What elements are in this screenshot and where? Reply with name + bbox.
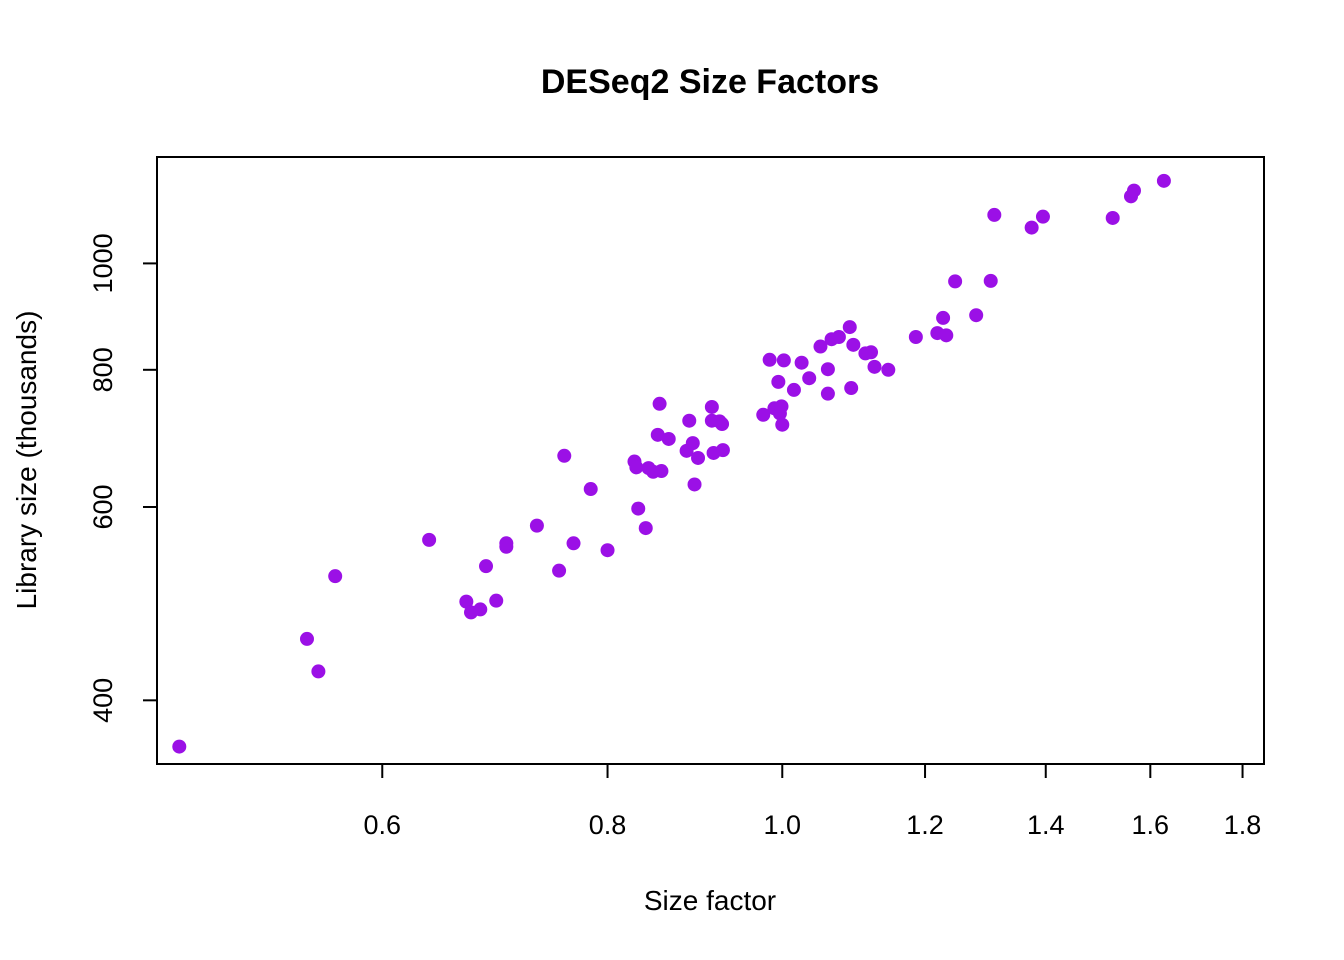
x-tick-label: 1.0 xyxy=(764,810,802,840)
data-point xyxy=(1156,173,1171,188)
data-point xyxy=(831,329,846,344)
data-point xyxy=(867,359,882,374)
data-point xyxy=(682,413,697,428)
y-tick-label: 600 xyxy=(88,484,118,529)
y-tick-label: 400 xyxy=(88,678,118,723)
data-point xyxy=(715,417,730,432)
data-point xyxy=(987,207,1002,222)
x-tick-label: 1.2 xyxy=(906,810,944,840)
data-point xyxy=(600,543,615,558)
data-point xyxy=(687,477,702,492)
data-point xyxy=(172,739,187,754)
y-tick-label: 800 xyxy=(88,347,118,392)
data-point xyxy=(820,362,835,377)
data-point xyxy=(774,399,789,414)
data-point xyxy=(566,536,581,551)
x-tick-label: 0.6 xyxy=(363,810,401,840)
x-tick-label: 1.6 xyxy=(1132,810,1170,840)
data-point xyxy=(299,631,314,646)
data-points xyxy=(172,173,1171,754)
data-point xyxy=(311,664,326,679)
data-point xyxy=(459,594,474,609)
data-point xyxy=(489,593,504,608)
y-tick-label: 1000 xyxy=(88,233,118,293)
data-point xyxy=(654,464,669,479)
data-point xyxy=(844,381,859,396)
data-point xyxy=(685,436,700,451)
data-point xyxy=(776,353,791,368)
x-tick-label: 1.8 xyxy=(1224,810,1262,840)
data-point xyxy=(846,337,861,352)
data-point xyxy=(771,374,786,389)
data-point xyxy=(638,521,653,536)
data-point xyxy=(328,569,343,584)
data-point xyxy=(652,396,667,411)
x-tick-label: 1.4 xyxy=(1027,810,1065,840)
data-point xyxy=(499,536,514,551)
data-point xyxy=(1024,220,1039,235)
data-point xyxy=(802,371,817,386)
data-point xyxy=(715,443,730,458)
data-point xyxy=(881,362,896,377)
data-point xyxy=(794,355,809,370)
data-point xyxy=(939,328,954,343)
data-point xyxy=(629,460,644,475)
data-point xyxy=(842,320,857,335)
data-point xyxy=(775,417,790,432)
y-axis: 400 600 800 1000 xyxy=(88,233,158,723)
data-point xyxy=(557,448,572,463)
data-point xyxy=(948,274,963,289)
y-axis-label: Library size (thousands) xyxy=(11,311,42,610)
data-point xyxy=(479,559,494,574)
chart-title: DESeq2 Size Factors xyxy=(541,63,879,101)
data-point xyxy=(422,532,437,547)
data-point xyxy=(820,386,835,401)
data-point xyxy=(1126,183,1141,198)
x-axis: 0.6 0.8 1.0 1.2 1.4 1.6 1.8 xyxy=(363,763,1262,840)
data-point xyxy=(864,345,879,360)
data-point xyxy=(583,482,598,497)
data-point xyxy=(704,399,719,414)
data-point xyxy=(1035,209,1050,224)
data-point xyxy=(983,273,998,288)
data-point xyxy=(473,602,488,617)
data-point xyxy=(969,308,984,323)
x-axis-label: Size factor xyxy=(644,885,776,916)
data-point xyxy=(813,339,828,354)
data-point xyxy=(756,407,771,422)
data-point xyxy=(786,382,801,397)
data-point xyxy=(529,518,544,533)
data-point xyxy=(552,563,567,578)
x-tick-label: 0.8 xyxy=(589,810,627,840)
data-point xyxy=(691,450,706,465)
data-point xyxy=(631,501,646,516)
data-point xyxy=(650,427,665,442)
data-point xyxy=(661,431,676,446)
data-point xyxy=(936,310,951,325)
data-point xyxy=(1105,210,1120,225)
data-point xyxy=(908,329,923,344)
data-point xyxy=(762,352,777,367)
